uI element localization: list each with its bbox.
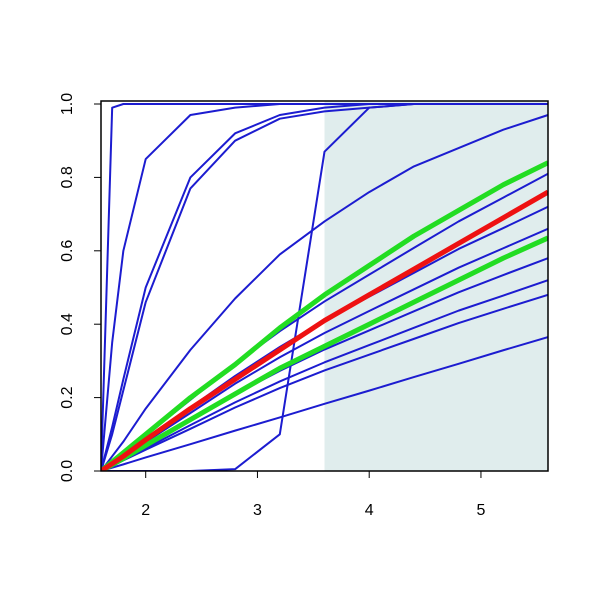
series-line [101, 160, 548, 471]
y-tick-label: 0.6 [59, 240, 76, 262]
series-line [101, 336, 548, 471]
series-line [101, 103, 548, 471]
y-tick-label: 0.2 [59, 386, 76, 408]
plot-box [100, 100, 549, 472]
lines [101, 103, 548, 471]
series-line [101, 189, 548, 471]
shaded-region [324, 101, 548, 471]
x-tick-label: 4 [365, 502, 374, 519]
x-tick-label: 5 [476, 502, 485, 519]
y-tick-label: 1.0 [59, 93, 76, 115]
y-tick-label: 0.8 [59, 166, 76, 188]
y-tick-label: 0.0 [59, 460, 76, 482]
y-tick-label: 0.4 [59, 313, 76, 335]
series-line [101, 114, 548, 471]
x-tick-label: 3 [253, 502, 262, 519]
x-tick-label: 2 [141, 502, 150, 519]
